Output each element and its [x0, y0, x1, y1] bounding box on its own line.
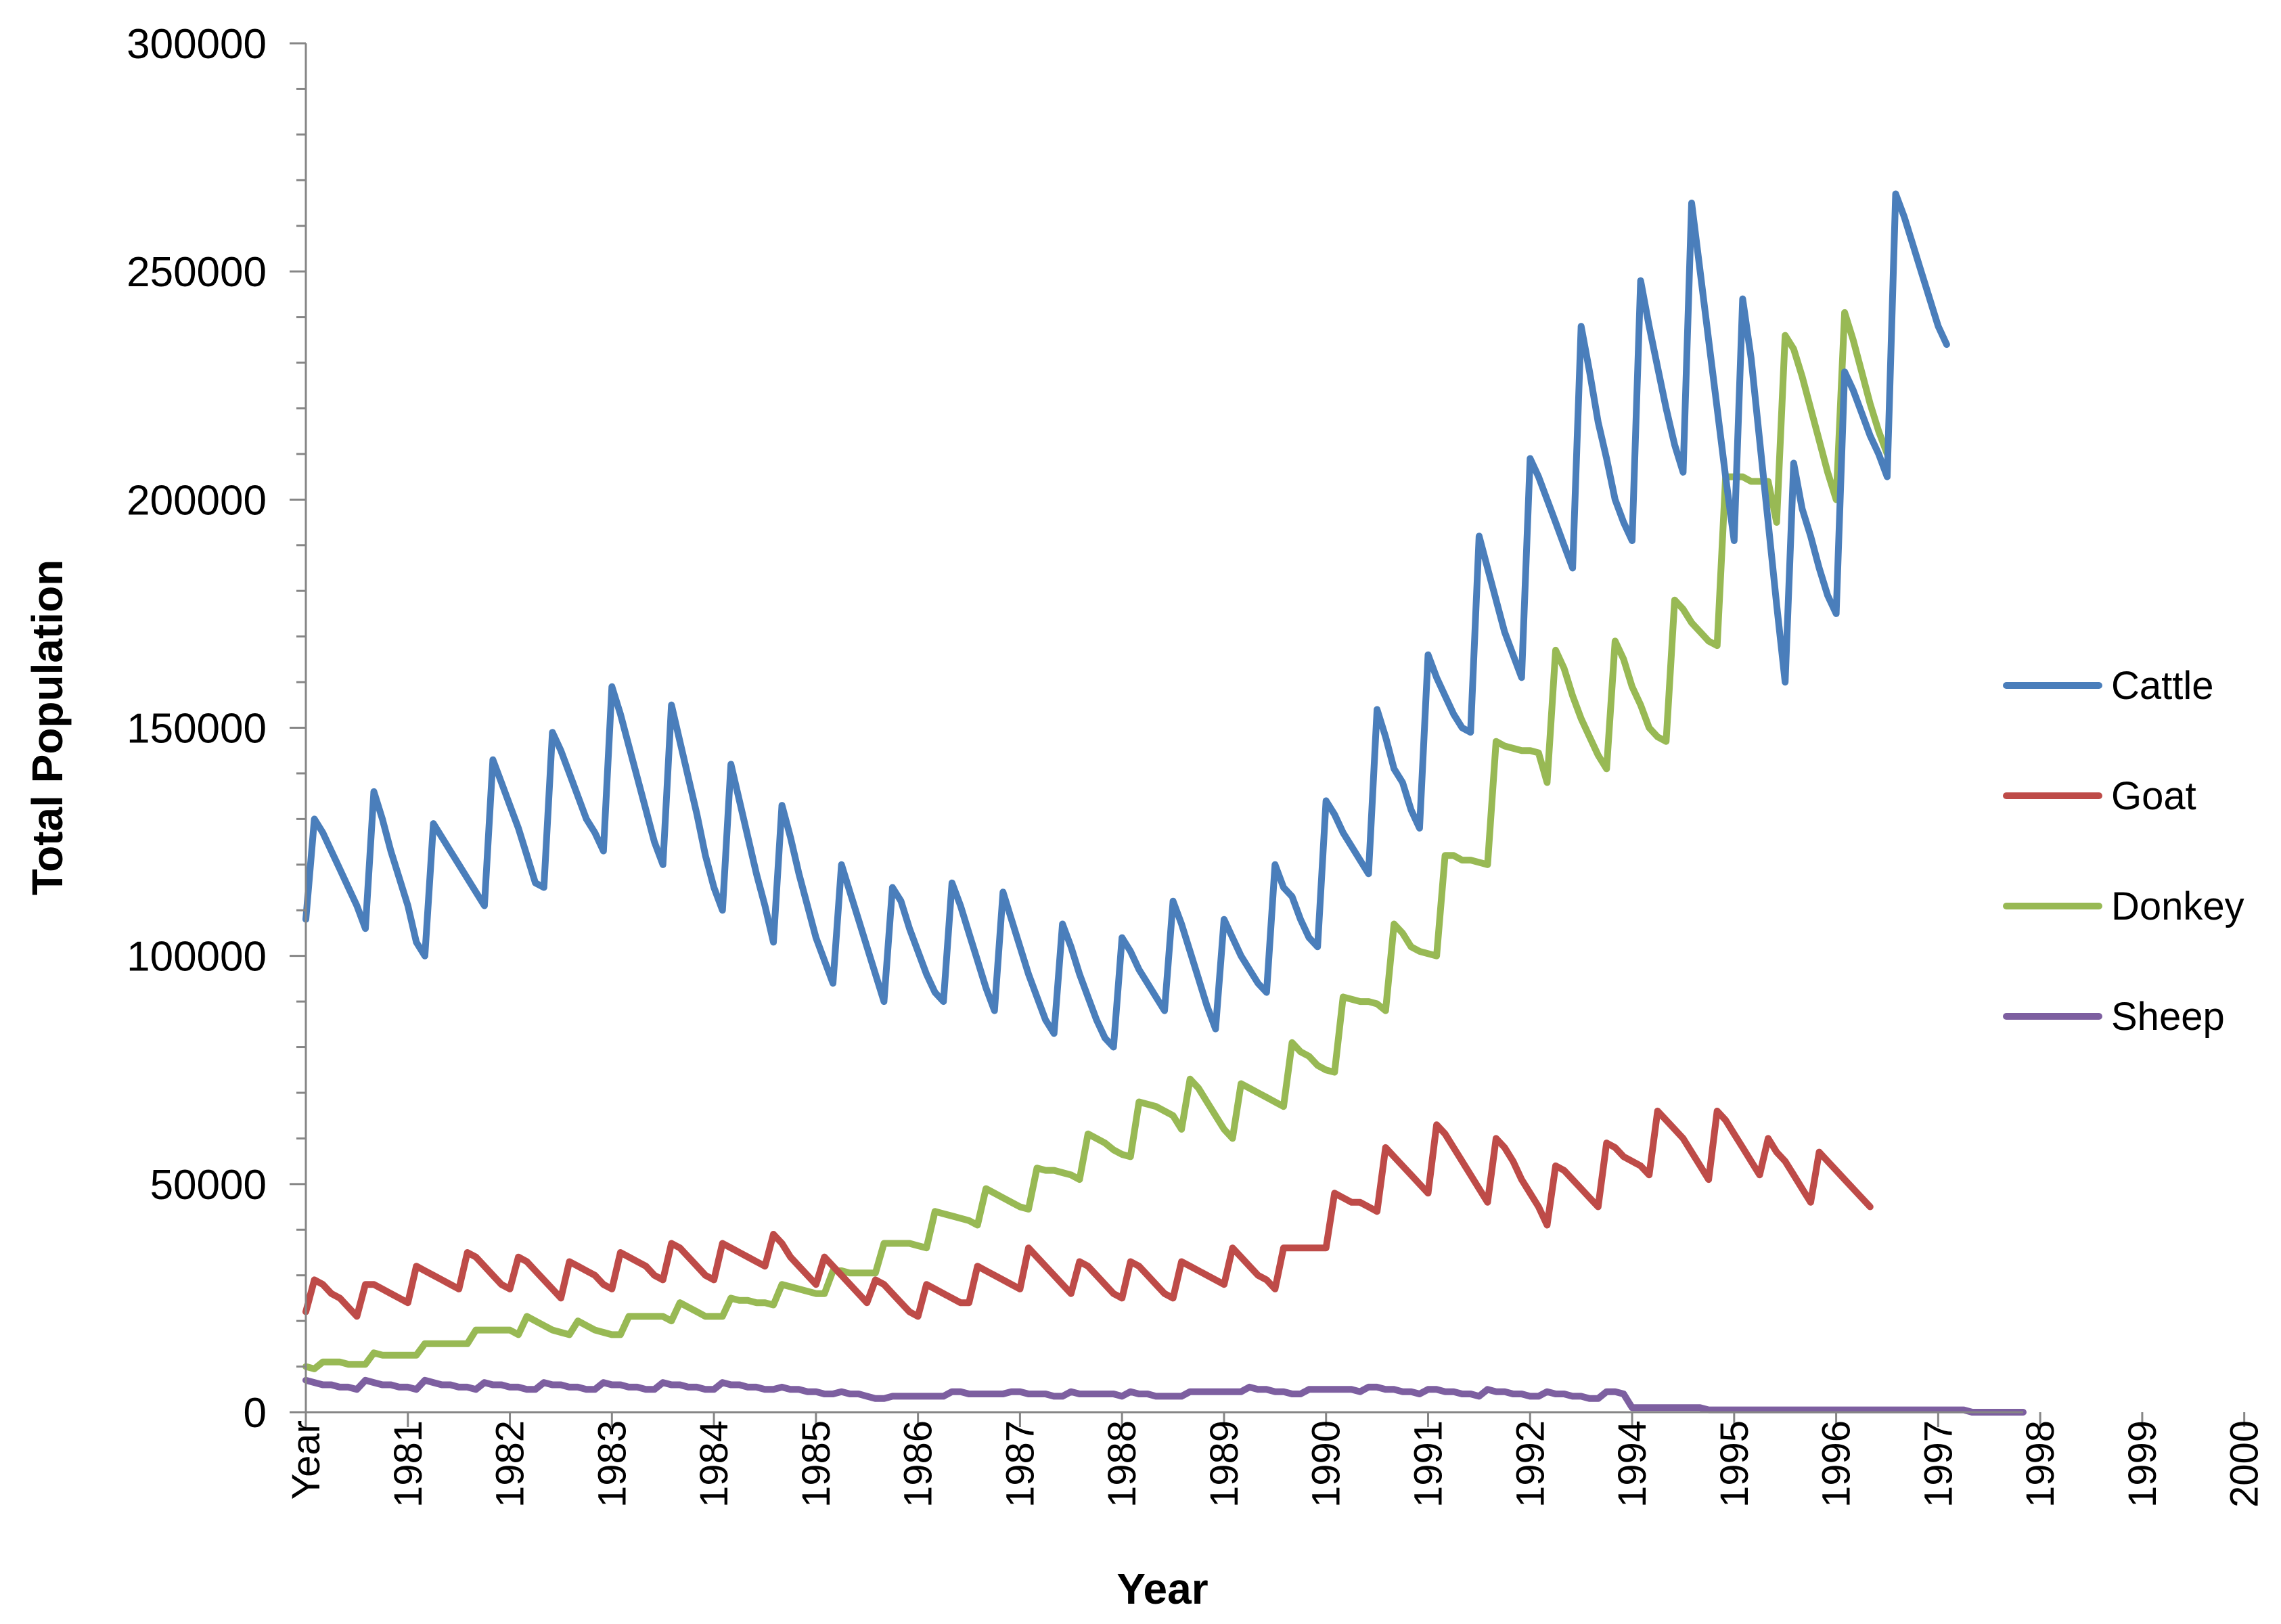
- y-tick-label: 200000: [127, 477, 267, 524]
- x-tick-label: 1996: [1815, 1420, 1859, 1508]
- series-line-cattle: [302, 190, 1950, 1051]
- x-tick-label: 1995: [1713, 1420, 1757, 1508]
- x-axis-ticks: Year 1981 1982 1983 1984 1985 1986 1987 1988 1989…: [284, 1412, 2267, 1508]
- plot-area: [302, 190, 2027, 1416]
- x-tick-label: 1983: [590, 1420, 634, 1508]
- legend-label-donkey: Donkey: [2111, 884, 2244, 928]
- x-tick-label: 1997: [1916, 1420, 1960, 1508]
- y-tick-label: 300000: [127, 21, 267, 68]
- y-axis-ticks: 0 50000 100000 150000 200000 250000 300000: [127, 21, 306, 1437]
- x-tick-label: 1981: [386, 1420, 430, 1508]
- y-tick-label: 100000: [127, 934, 267, 980]
- series-line-donkey: [302, 309, 1891, 1372]
- y-tick-label: 0: [244, 1390, 267, 1437]
- x-tick-label: 1992: [1508, 1420, 1552, 1508]
- legend-label-cattle: Cattle: [2111, 664, 2214, 708]
- y-tick-label: 250000: [127, 249, 267, 296]
- y-tick-label: 50000: [150, 1162, 267, 1209]
- legend-label-sheep: Sheep: [2111, 995, 2225, 1039]
- x-tick-label: 1998: [2018, 1420, 2062, 1508]
- series-line-goat: [302, 1107, 1874, 1320]
- x-tick-label: 1982: [489, 1420, 533, 1508]
- x-tick-label: 1987: [998, 1420, 1042, 1508]
- x-tick-label: 1984: [692, 1420, 736, 1508]
- x-axis-title: Year: [1116, 1564, 1208, 1613]
- x-tick-label: 1988: [1100, 1420, 1144, 1508]
- x-tick-label: 1986: [897, 1420, 941, 1508]
- x-tick-label: 1990: [1305, 1420, 1349, 1508]
- x-tick-label: 2000: [2223, 1420, 2267, 1508]
- legend-label-goat: Goat: [2111, 774, 2196, 818]
- x-tick-label: Year: [284, 1420, 328, 1499]
- x-tick-label: 1989: [1202, 1420, 1246, 1508]
- y-axis-title: Total Population: [23, 560, 72, 896]
- x-tick-label: 1999: [2121, 1420, 2165, 1508]
- x-tick-label: 1994: [1610, 1420, 1654, 1508]
- legend: Cattle Goat Donkey Sheep: [2003, 664, 2244, 1039]
- y-tick-label: 150000: [127, 706, 267, 752]
- x-tick-label: 1985: [794, 1420, 838, 1508]
- series-line-sheep: [302, 1376, 2027, 1416]
- x-tick-label: 1991: [1406, 1420, 1450, 1508]
